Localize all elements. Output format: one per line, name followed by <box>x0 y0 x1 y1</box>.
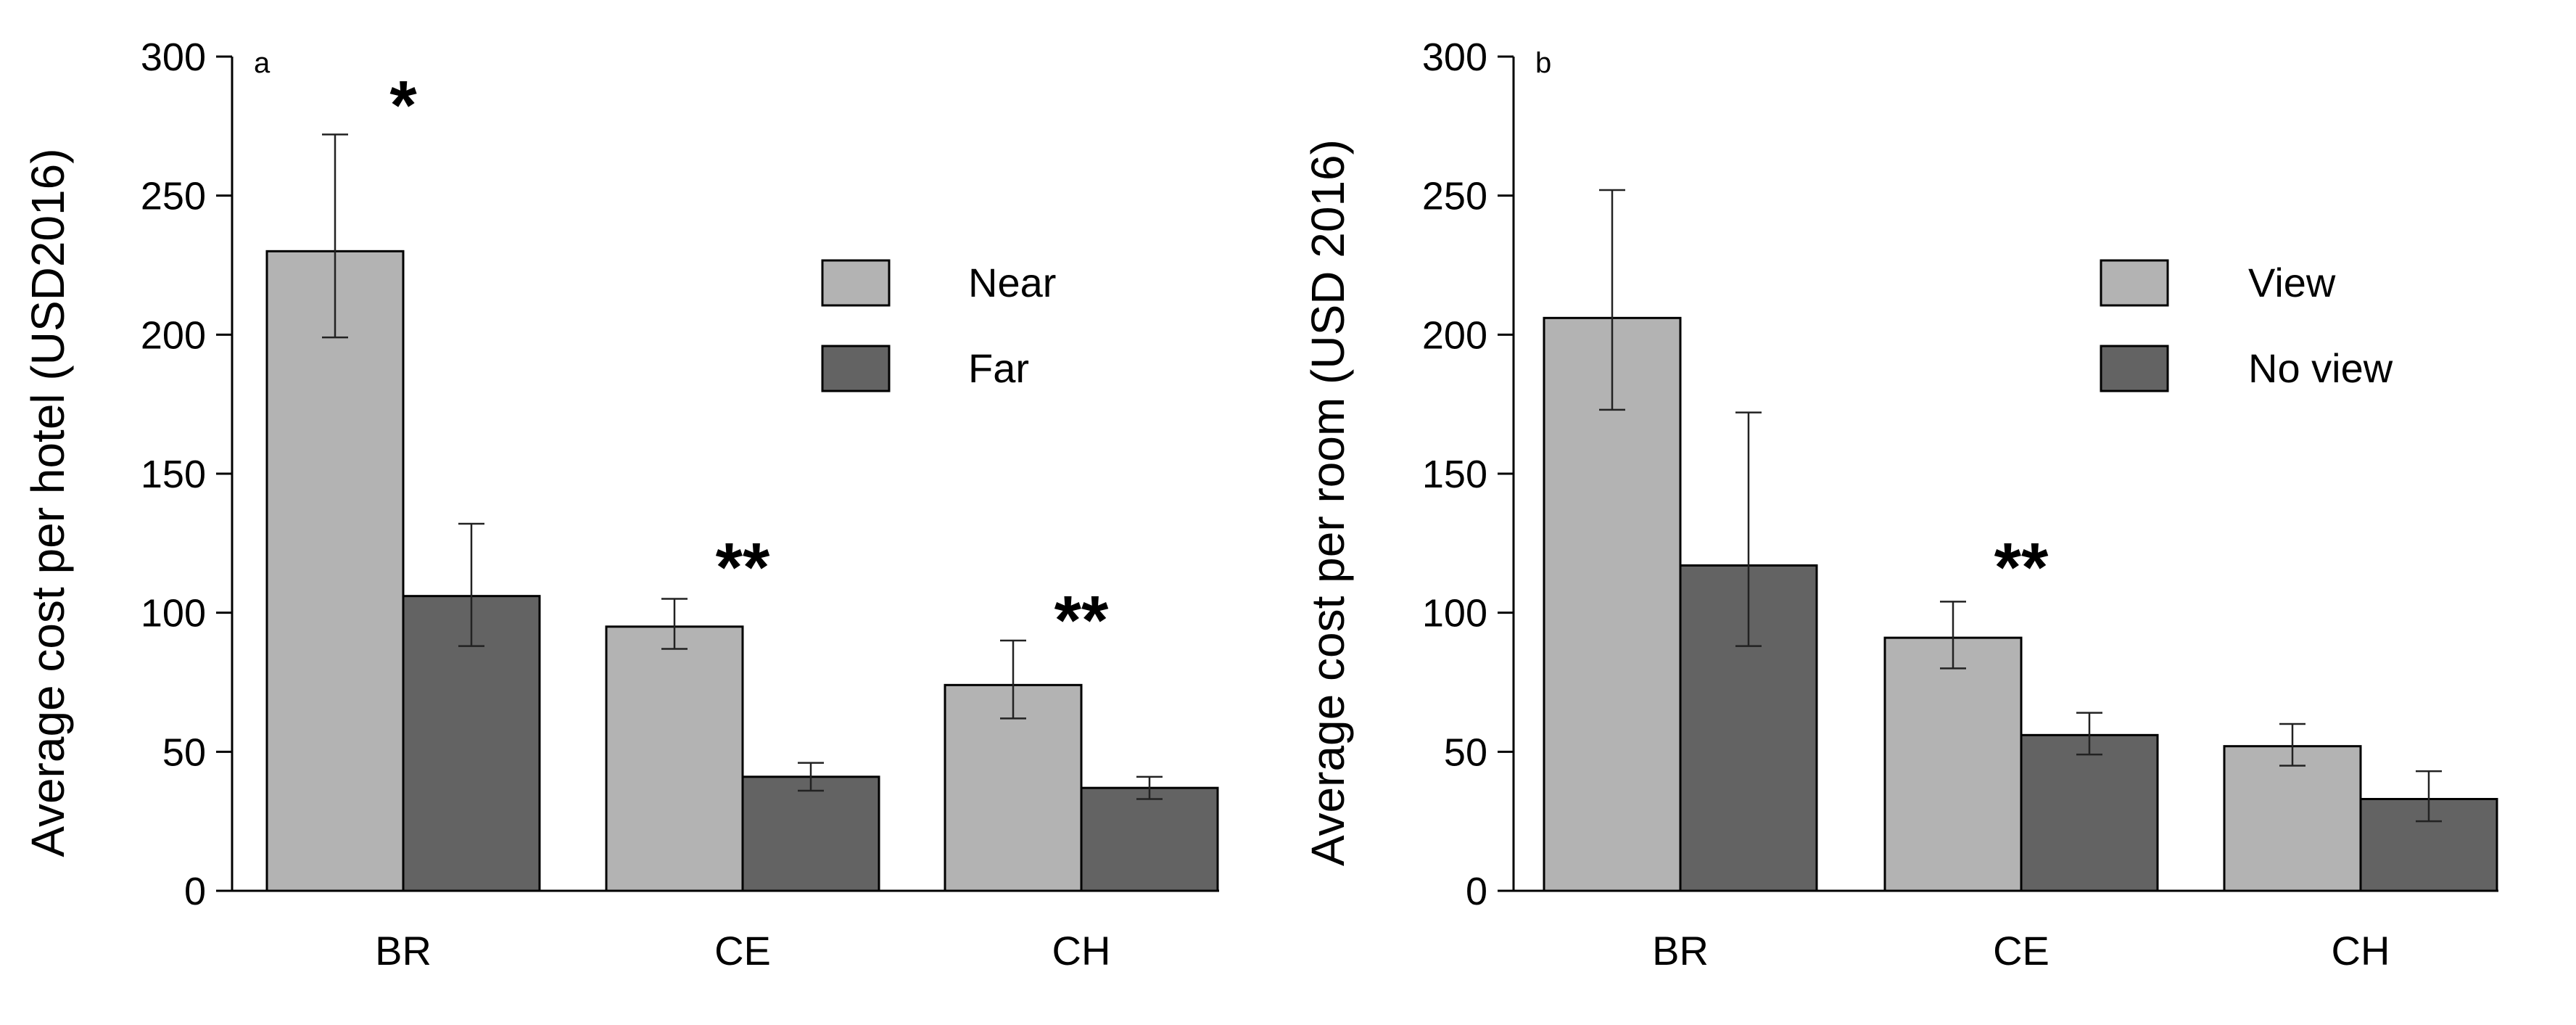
y-tick-label: 200 <box>141 313 206 357</box>
legend-label: Near <box>968 260 1056 305</box>
y-tick-label: 150 <box>1422 453 1487 496</box>
bar-no-view-CE <box>2020 733 2159 892</box>
y-tick-label: 0 <box>184 870 206 913</box>
y-axis-title: Average cost per hotel (USD2016) <box>22 148 74 857</box>
y-tick-label: 250 <box>1422 175 1487 218</box>
bar-far-CE <box>741 775 880 892</box>
significance-marker: ** <box>1054 582 1109 659</box>
y-tick-label: 100 <box>141 592 206 635</box>
y-tick-label: 200 <box>1422 313 1487 357</box>
legend-swatch <box>2100 345 2169 392</box>
y-tick-label: 300 <box>141 36 206 79</box>
significance-marker: ** <box>1994 529 2049 606</box>
y-axis-title: Average cost per room (USD 2016) <box>1302 139 1354 866</box>
x-tick-label: CH <box>2332 928 2390 973</box>
y-tick-label: 50 <box>1444 730 1487 774</box>
legend-label: Far <box>968 345 1029 391</box>
y-tick-label: 0 <box>1466 870 1487 913</box>
legend-swatch <box>821 259 891 307</box>
x-tick-label: CH <box>1052 928 1111 973</box>
bar-near-CE <box>605 625 744 892</box>
x-tick-label: BR <box>1652 928 1709 973</box>
bar-view-BR <box>1543 316 1682 892</box>
y-tick-label: 300 <box>1422 36 1487 79</box>
legend-label: No view <box>2248 345 2393 391</box>
x-tick-label: BR <box>375 928 432 973</box>
bar-far-CH <box>1080 786 1219 892</box>
legend-label: View <box>2248 260 2336 305</box>
panel-letter: a <box>254 47 271 79</box>
x-tick-label: CE <box>714 928 771 973</box>
legend-swatch <box>821 345 891 392</box>
legend-swatch <box>2100 259 2169 307</box>
y-tick-label: 250 <box>141 175 206 218</box>
chart-panel-b: 0 50 100 150 200 250 300 Average cost per room … <box>1302 36 2498 973</box>
y-tick-label: 50 <box>162 730 206 774</box>
x-tick-label: CE <box>1993 928 2049 973</box>
bar-view-CE <box>1883 636 2023 892</box>
y-tick-label: 150 <box>141 453 206 496</box>
chart-panel-a: 0 50 100 150 200 250 300 Average cost per hotel… <box>22 36 1219 973</box>
bar-view-CH <box>2223 745 2362 892</box>
significance-marker: ** <box>716 529 770 606</box>
significance-marker: * <box>389 67 417 144</box>
panel-letter: b <box>1535 47 1551 79</box>
bar-near-BR <box>265 250 405 892</box>
y-tick-label: 100 <box>1422 592 1487 635</box>
